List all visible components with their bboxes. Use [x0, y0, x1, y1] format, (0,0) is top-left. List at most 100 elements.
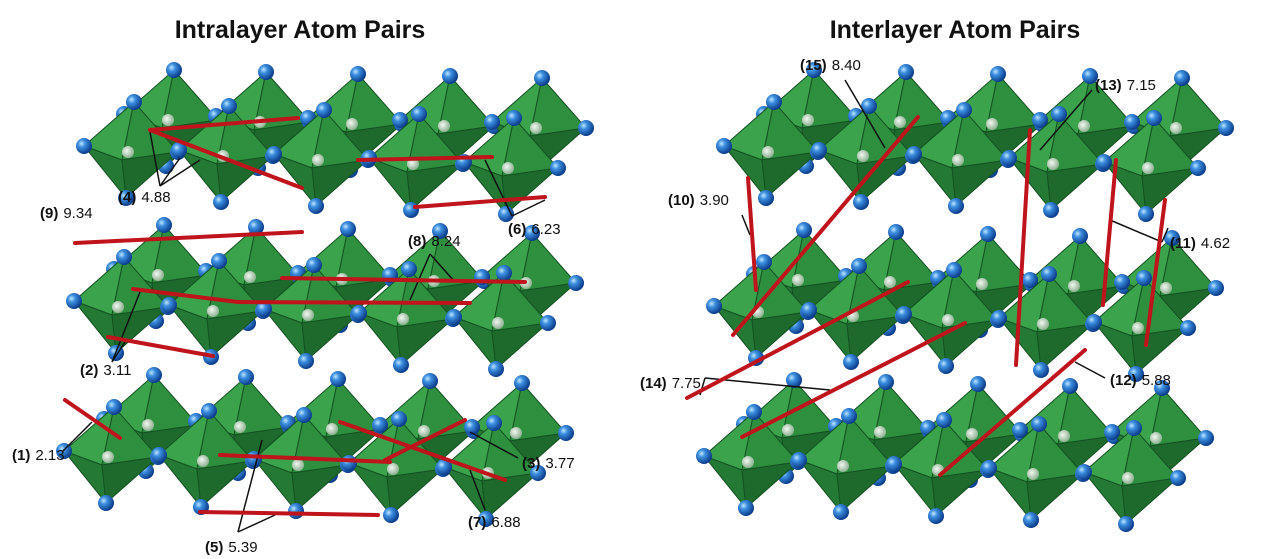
metal-atom — [312, 154, 324, 166]
metal-atom — [986, 118, 998, 130]
oxygen-atom — [811, 142, 827, 158]
pair-id: (14) — [640, 375, 667, 392]
metal-atom — [976, 278, 988, 290]
oxygen-atom — [766, 94, 782, 110]
octahedron-face — [742, 462, 798, 508]
octahedron-face — [837, 466, 893, 512]
metal-atom — [837, 460, 849, 472]
metal-atom — [792, 274, 804, 286]
oxygen-atom — [211, 253, 227, 269]
metal-atom — [1122, 472, 1134, 484]
pair-line — [415, 197, 545, 207]
oxygen-atom — [896, 306, 912, 322]
octahedron-face — [492, 323, 548, 369]
oxygen-atom — [853, 194, 869, 210]
metal-atom — [1037, 318, 1049, 330]
oxygen-atom — [534, 70, 550, 86]
pair-distance: 3.90 — [700, 192, 729, 209]
oxygen-atom — [1072, 228, 1088, 244]
octahedron-face — [847, 316, 903, 362]
oxygen-atom — [706, 298, 722, 314]
octahedron-face — [482, 473, 538, 519]
pair-id: (2) — [80, 362, 98, 379]
oxygen-atom — [514, 375, 530, 391]
metal-atom — [438, 120, 450, 132]
oxygen-atom — [1138, 206, 1154, 222]
pair-distance: 8.24 — [431, 233, 460, 250]
pair-distance: 8.40 — [832, 57, 861, 74]
oxygen-atom — [484, 114, 500, 130]
pair-id: (10) — [668, 192, 695, 209]
oxygen-atom — [1180, 320, 1196, 336]
oxygen-atom — [946, 262, 962, 278]
oxygen-atom — [166, 62, 182, 78]
metal-atom — [1170, 122, 1182, 134]
octahedron-face — [102, 457, 158, 503]
metal-atom — [1047, 158, 1059, 170]
oxygen-atom — [888, 224, 904, 240]
oxygen-atom — [288, 503, 304, 519]
oxygen-atom — [980, 226, 996, 242]
oxygen-atom — [151, 447, 167, 463]
oxygen-atom — [1051, 106, 1067, 122]
octahedron-face — [762, 152, 818, 198]
oxygen-atom — [98, 495, 114, 511]
oxygen-atom — [350, 66, 366, 82]
pair-label: (7)6.88 — [468, 514, 521, 531]
oxygen-atom — [1033, 362, 1049, 378]
metal-atom — [942, 314, 954, 326]
oxygen-atom — [1198, 430, 1214, 446]
metal-atom — [742, 456, 754, 468]
oxygen-atom — [746, 404, 762, 420]
pair-label: (2)3.11 — [80, 362, 131, 379]
oxygen-atom — [1174, 70, 1190, 86]
oxygen-atom — [956, 102, 972, 118]
metal-atom — [502, 162, 514, 174]
leader-line — [1110, 220, 1162, 242]
metal-atom — [884, 276, 896, 288]
octahedron-face — [302, 315, 358, 361]
pair-label: (9)9.34 — [40, 205, 93, 222]
pair-id: (15) — [800, 57, 827, 74]
metal-atom — [1068, 280, 1080, 292]
octahedron-face — [387, 469, 443, 515]
metal-atom — [418, 425, 430, 437]
oxygen-atom — [258, 64, 274, 80]
metal-atom — [292, 459, 304, 471]
octahedron-face — [942, 320, 998, 366]
oxygen-atom — [558, 425, 574, 441]
metal-atom — [1078, 120, 1090, 132]
leader-line — [238, 515, 275, 532]
pair-id: (6) — [508, 221, 526, 238]
pair-distance: 6.23 — [531, 221, 560, 238]
layer — [696, 372, 1214, 532]
oxygen-atom — [146, 367, 162, 383]
oxygen-atom — [496, 265, 512, 281]
oxygen-atom — [991, 310, 1007, 326]
metal-atom — [326, 423, 338, 435]
oxygen-atom — [1001, 150, 1017, 166]
metal-atom — [1058, 430, 1070, 442]
oxygen-atom — [213, 194, 229, 210]
oxygen-atom — [1208, 280, 1224, 296]
oxygen-atom — [833, 504, 849, 520]
oxygen-atom — [341, 455, 357, 471]
oxygen-atom — [201, 403, 217, 419]
octahedron-face — [217, 156, 273, 202]
oxygen-atom — [878, 374, 894, 390]
metal-atom — [162, 114, 174, 126]
oxygen-atom — [758, 190, 774, 206]
pair-label: (4)4.88 — [118, 189, 171, 206]
metal-atom — [1160, 282, 1172, 294]
layer — [716, 62, 1234, 222]
pair-distance: 2.13 — [35, 447, 64, 464]
oxygen-atom — [306, 257, 322, 273]
oxygen-atom — [266, 146, 282, 162]
octahedron-face — [207, 311, 263, 357]
oxygen-atom — [393, 357, 409, 373]
oxygen-atom — [1104, 424, 1120, 440]
pair-label: (11)4.62 — [1170, 235, 1230, 252]
metal-atom — [234, 421, 246, 433]
oxygen-atom — [221, 98, 237, 114]
pair-id: (4) — [118, 189, 136, 206]
